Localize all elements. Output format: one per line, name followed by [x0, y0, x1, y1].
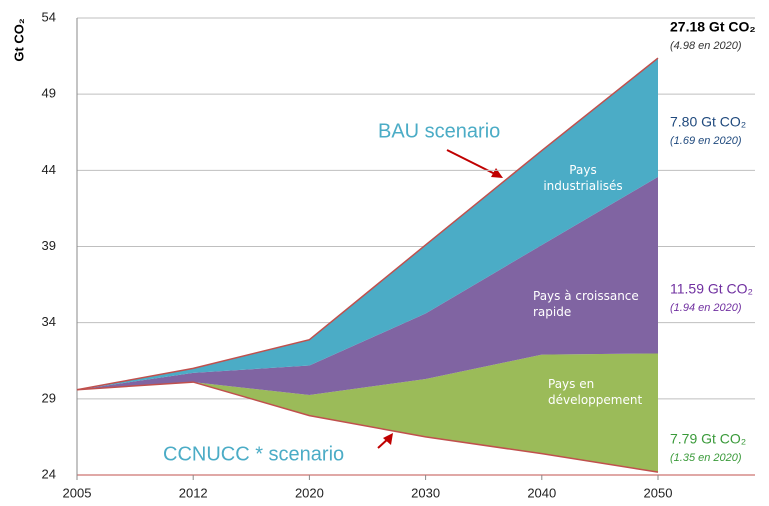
arrowhead — [383, 433, 393, 445]
bau-line — [76, 57, 659, 391]
note-2020: (1.35 en 2020) — [670, 452, 742, 464]
area-label: Pays en développement — [548, 377, 643, 407]
y-tick-label: 29 — [42, 390, 56, 405]
arrowhead — [491, 168, 503, 178]
y-tick-label: 34 — [42, 314, 56, 329]
area-label-text: Pays industrialisés — [543, 163, 623, 193]
y-tick-label: 24 — [42, 466, 56, 481]
y-tick-label: 49 — [42, 86, 56, 101]
area-label-text: Pays en développement — [548, 377, 643, 407]
y-tick-label: 39 — [42, 238, 56, 253]
x-tick-label: 2005 — [63, 485, 92, 500]
end-label: 7.79 Gt CO₂ — [670, 431, 746, 447]
ccnucc-line — [76, 381, 659, 473]
annotation: BAU scenario — [378, 120, 500, 142]
x-tick-label: 2050 — [644, 485, 673, 500]
area — [77, 176, 658, 396]
total-note: (4.98 en 2020) — [670, 40, 742, 52]
y-axis-label: Gt CO₂ — [11, 18, 26, 62]
area — [77, 58, 658, 390]
area-label: Pays à croissance rapide — [533, 289, 639, 319]
area — [77, 353, 658, 473]
arrow — [446, 149, 498, 176]
note-2020: (1.69 en 2020) — [670, 135, 742, 147]
y-tick-label: 44 — [42, 162, 56, 177]
x-tick-label: 2020 — [295, 485, 324, 500]
end-label: 7.80 Gt CO₂ — [670, 114, 746, 130]
x-tick-label: 2040 — [527, 485, 556, 500]
area-label-text: Pays à croissance rapide — [533, 289, 639, 319]
total-label: 27.18 Gt CO₂ — [670, 19, 756, 35]
x-tick-label: 2012 — [179, 485, 208, 500]
end-label: 11.59 Gt CO₂ — [670, 281, 753, 297]
area-label: Pays industrialisés — [543, 163, 623, 193]
y-tick-label: 54 — [42, 9, 56, 24]
annotation: CCNUCC * scenario — [163, 443, 344, 465]
x-tick-label: 2030 — [411, 485, 440, 500]
note-2020: (1.94 en 2020) — [670, 302, 742, 314]
